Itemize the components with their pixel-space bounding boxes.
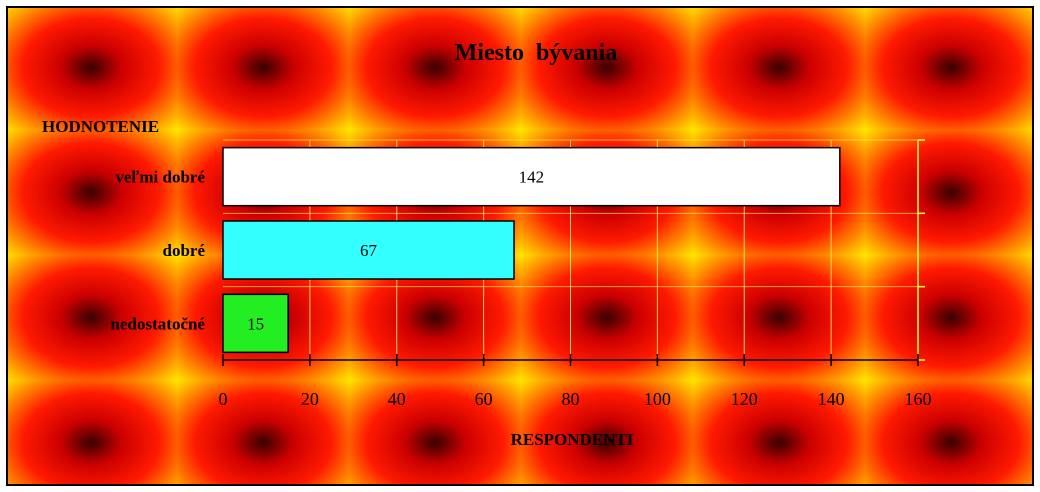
bars: 142 67 15 <box>222 146 841 354</box>
bar-value-label: 67 <box>360 241 378 260</box>
category-label: nedostatočné <box>111 314 206 333</box>
chart-frame: 142 67 15 0 20 40 60 80 100 120 140 160 Miesto býv… <box>6 6 1034 486</box>
x-tick-label: 0 <box>219 389 228 409</box>
x-axis: 0 20 40 60 80 100 120 140 160 <box>219 354 932 409</box>
x-tick-label: 140 <box>818 389 845 409</box>
x-tick-label: 40 <box>388 389 406 409</box>
category-labels: veľmi dobré dobré nedostatočné <box>111 168 206 334</box>
chart-title: Miesto bývania <box>455 40 618 66</box>
bar-2 <box>222 293 289 354</box>
category-label: veľmi dobré <box>115 168 205 187</box>
x-tick-label: 20 <box>301 389 319 409</box>
bar-chart: 142 67 15 0 20 40 60 80 100 120 140 160 Miesto býv… <box>8 8 1032 484</box>
x-tick-label: 160 <box>905 389 932 409</box>
y-axis-title: HODNOTENIE <box>42 117 159 136</box>
x-axis-title: RESPONDENTI <box>511 430 634 449</box>
x-tick-label: 120 <box>731 389 758 409</box>
bar-0 <box>222 146 841 207</box>
bar-value-label: 15 <box>247 314 264 333</box>
x-tick-label: 60 <box>475 389 493 409</box>
chart-background <box>8 8 1032 484</box>
x-tick-label: 80 <box>562 389 580 409</box>
bar-value-label: 142 <box>519 168 545 187</box>
category-label: dobré <box>163 241 206 260</box>
bar-1 <box>222 220 515 280</box>
x-tick-label: 100 <box>644 389 671 409</box>
